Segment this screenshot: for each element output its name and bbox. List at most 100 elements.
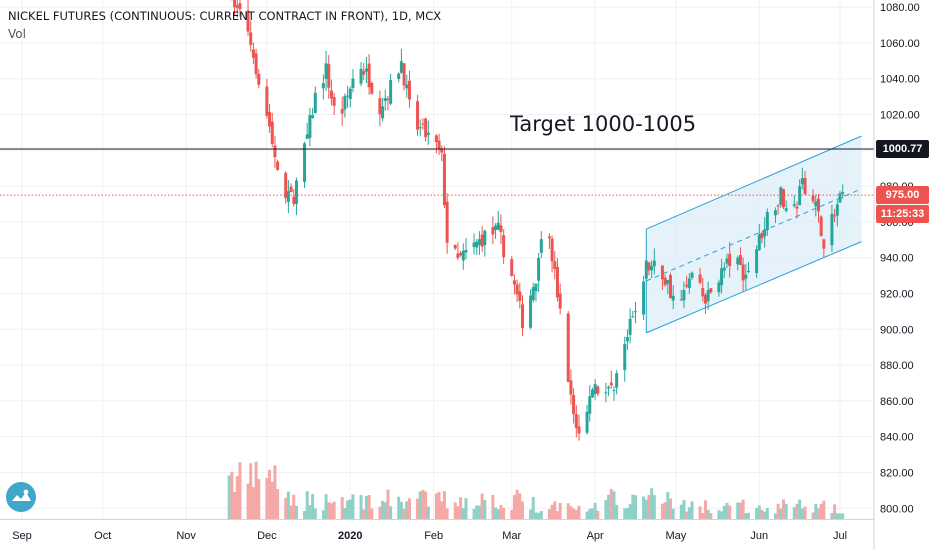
volume-bar	[628, 504, 632, 519]
candle-body	[351, 78, 355, 88]
candle-body	[456, 253, 460, 258]
candle-body	[596, 386, 600, 394]
y-tick-label: 1060.00	[880, 38, 920, 50]
candle-body	[402, 63, 406, 86]
target-annotation[interactable]: Target 1000-1005	[510, 112, 697, 136]
candle-body	[615, 373, 619, 388]
volume-bar	[690, 501, 694, 519]
candle-body	[773, 210, 777, 216]
volume-indicator-label[interactable]: Vol	[8, 27, 26, 41]
candle-body	[286, 191, 290, 202]
volume-bar	[407, 498, 411, 519]
volume-bar	[424, 491, 428, 519]
volume-bar	[803, 506, 807, 519]
volume-bar	[741, 499, 745, 519]
volume-bar	[634, 495, 637, 519]
candle-body	[835, 204, 839, 216]
candle-body	[838, 193, 842, 203]
volume-bar	[679, 504, 683, 519]
price-lines[interactable]	[0, 148, 874, 196]
symbol-title[interactable]: NICKEL FUTURES (CONTINUOUS: CURRENT CONT…	[8, 9, 442, 23]
volume-bar	[477, 505, 481, 519]
volume-bar	[604, 500, 608, 519]
volume-bar	[332, 501, 336, 519]
candle-body	[381, 106, 385, 119]
volume-bar	[757, 505, 761, 519]
volume-bar	[480, 493, 484, 519]
volume-bar	[483, 499, 487, 519]
candle-body	[472, 242, 476, 247]
candle-body	[424, 118, 428, 138]
candle-body	[416, 101, 420, 130]
volume-bar	[835, 513, 839, 519]
volume-bar	[671, 508, 675, 519]
x-tick-label: Mar	[502, 530, 521, 542]
volume-bar	[456, 506, 460, 519]
candle-body	[784, 208, 788, 211]
candle-body	[305, 134, 309, 139]
candle-body	[668, 275, 672, 299]
candle-body	[512, 280, 516, 285]
candle-body	[251, 49, 255, 58]
volume-bar	[763, 511, 767, 519]
candle-body	[738, 255, 742, 266]
candle-body	[577, 426, 581, 434]
y-tick-label: 1080.00	[880, 2, 920, 14]
volume-bar	[722, 505, 726, 519]
candle-body	[572, 394, 576, 415]
candle-body	[491, 227, 495, 235]
candle-body	[703, 294, 707, 304]
candle-body	[327, 64, 331, 88]
parallel-channel[interactable]	[645, 135, 862, 334]
volume-bar	[717, 510, 721, 519]
bar-countdown-tag: 11:25:33	[876, 205, 929, 224]
volume-bar	[426, 506, 430, 519]
volume-bar	[553, 501, 557, 519]
candle-body	[781, 189, 785, 208]
volume-bar	[585, 511, 589, 519]
candle-body	[531, 287, 535, 301]
volume-bar	[389, 506, 393, 519]
candle-body	[841, 191, 845, 194]
volume-bar	[327, 502, 331, 519]
y-tick-label: 800.00	[880, 503, 914, 515]
candle-body	[728, 253, 732, 266]
volume-bar	[720, 511, 724, 519]
channel-median-line	[646, 188, 862, 282]
volume-bar	[499, 504, 503, 519]
candle-body	[553, 261, 557, 270]
candle-body	[800, 178, 804, 185]
volume-bar	[838, 513, 842, 519]
volume-bars	[227, 461, 845, 519]
candle-body	[604, 392, 608, 394]
candle-body	[558, 293, 562, 309]
candle-body	[459, 253, 463, 256]
candle-body	[574, 414, 578, 428]
volume-bar	[698, 506, 702, 519]
volume-bar	[405, 501, 409, 519]
volume-bar	[235, 476, 239, 519]
volume-bar	[609, 489, 613, 519]
candle-body	[663, 277, 667, 286]
volume-bar	[558, 503, 562, 519]
candle-body	[294, 180, 298, 205]
volume-bar	[289, 505, 293, 519]
channel-upper-line	[646, 135, 862, 230]
candle-body	[539, 239, 543, 253]
candle-body	[289, 186, 293, 193]
candle-body	[725, 258, 729, 264]
volume-bar	[744, 513, 748, 519]
volume-bar	[313, 508, 317, 519]
candle-body	[254, 53, 258, 75]
candle-body	[709, 288, 713, 293]
volume-bar	[305, 491, 309, 519]
volume-bar	[596, 510, 600, 519]
candle-body	[475, 241, 479, 248]
volume-bar	[402, 508, 406, 519]
volume-bar	[397, 496, 401, 519]
volume-bar	[555, 511, 559, 519]
volume-bar	[736, 502, 740, 519]
volume-bar	[588, 508, 592, 519]
